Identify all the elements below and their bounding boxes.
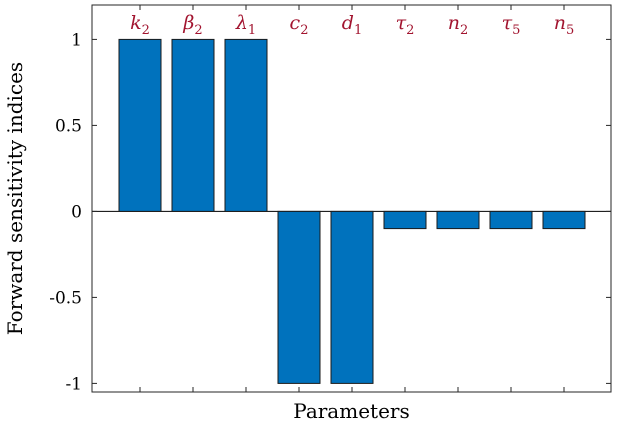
y-axis-title: Forward sensitivity indices xyxy=(3,62,27,335)
y-tick-label: 1 xyxy=(71,30,82,50)
bar-label: λ1 xyxy=(235,12,256,38)
y-tick-label: 0 xyxy=(71,202,82,222)
bar xyxy=(224,38,268,212)
bar-label: τ5 xyxy=(502,12,521,38)
x-axis-title: Parameters xyxy=(293,399,409,423)
bar xyxy=(118,38,162,212)
bar-label: c2 xyxy=(290,12,309,38)
y-tick-label: -1 xyxy=(65,374,82,394)
bar-label: β2 xyxy=(182,12,202,38)
bar-label: k2 xyxy=(130,12,150,38)
y-axis-ticks: -1 -0.5 0 0.5 1 xyxy=(49,30,611,394)
y-tick-label: -0.5 xyxy=(49,288,82,308)
bar xyxy=(489,210,533,230)
bar-labels-group: k2 β2 λ1 c2 d1 τ2 n2 τ5 n5 xyxy=(130,12,574,38)
bar-label: n5 xyxy=(554,12,575,38)
bar xyxy=(383,210,427,230)
bar-label: n2 xyxy=(448,12,469,38)
bar xyxy=(277,210,321,384)
bar xyxy=(330,210,374,384)
bar-label: τ2 xyxy=(396,12,415,38)
bar-label: d1 xyxy=(342,12,362,38)
bar xyxy=(542,210,586,230)
y-tick-label: 0.5 xyxy=(55,116,82,136)
bars-group xyxy=(118,38,586,384)
bar xyxy=(436,210,480,230)
bar xyxy=(171,38,215,212)
